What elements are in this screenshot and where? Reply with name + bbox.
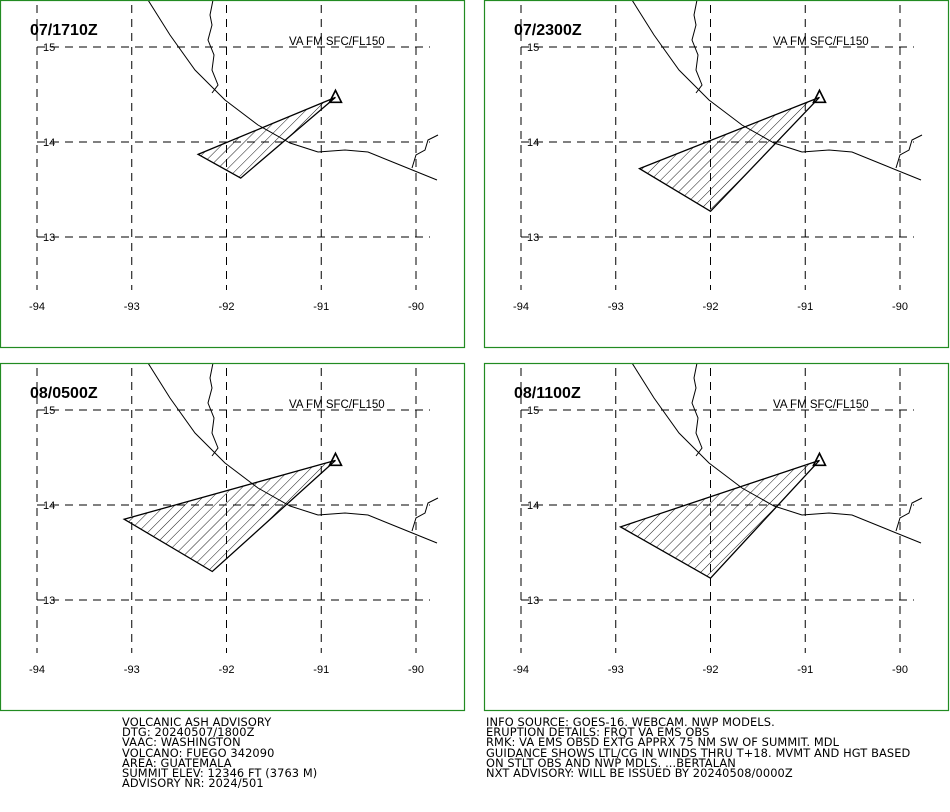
lon-tick-label: -90 — [892, 664, 908, 676]
advisory-line: VOLCANO: FUEGO 342090 — [122, 745, 275, 760]
lat-tick-label: 15 — [43, 405, 55, 417]
lat-tick-label: 13 — [527, 232, 539, 244]
advisory-line: GUIDANCE SHOWS LTL/CG IN WINDS THRU T+18… — [486, 745, 911, 760]
lat-tick-label: 14 — [43, 137, 55, 149]
border-line — [895, 134, 923, 169]
lon-tick-label: -91 — [797, 301, 813, 313]
map-panel-2: 15 14 13 -94 -93 -92 -91 -90 07/2300Z VA FM SFC/F… — [483, 0, 950, 349]
lon-tick-label: -94 — [513, 301, 529, 313]
advisory-line: ON STLT OBS AND NWP MDLS. ...BERTALAN — [486, 755, 736, 770]
border-line — [411, 497, 439, 532]
lat-tick-label: 15 — [527, 42, 539, 54]
advisory-line: AREA: GUATEMALA — [122, 755, 232, 770]
advisory-line: DTG: 20240507/1800Z — [122, 725, 255, 740]
advisory-info-right: INFO SOURCE: GOES-16. WEBCAM. NWP MODELS… — [486, 715, 911, 780]
lon-tick-label: -93 — [608, 664, 624, 676]
ash-cloud-polygon — [122, 459, 336, 573]
lon-tick-label: -94 — [29, 301, 45, 313]
flight-level-label: VA FM SFC/FL150 — [289, 36, 385, 48]
lon-tick-label: -92 — [703, 301, 719, 313]
border-line — [691, 1, 703, 94]
lon-tick-label: -94 — [29, 664, 45, 676]
lon-tick-label: -94 — [513, 664, 529, 676]
volcano-triangle-icon — [328, 88, 343, 104]
lat-tick-label: 14 — [527, 137, 539, 149]
lon-tick-label: -92 — [219, 301, 235, 313]
ash-cloud-polygon — [196, 96, 336, 179]
border-line — [691, 364, 703, 457]
lat-tick-label: 13 — [527, 595, 539, 607]
lat-tick-label: 14 — [43, 500, 55, 512]
flight-level-label: VA FM SFC/FL150 — [773, 36, 869, 48]
lat-tick-label: 14 — [527, 500, 539, 512]
forecast-time-label: 07/1710Z — [30, 22, 98, 39]
lon-tick-label: -93 — [124, 301, 140, 313]
forecast-time-label: 08/1100Z — [514, 385, 581, 402]
lat-tick-label: 13 — [43, 595, 55, 607]
advisory-line: ADVISORY NR: 2024/501 — [122, 776, 264, 791]
volcano-triangle-icon — [812, 451, 827, 467]
flight-level-label: VA FM SFC/FL150 — [289, 399, 385, 411]
coastline — [317, 149, 438, 181]
advisory-line: RMK: VA EMS OBSD EXTG APPRX 75 NM SW OF … — [486, 735, 840, 750]
volcano-triangle-icon — [328, 451, 343, 467]
coastline — [148, 1, 319, 153]
map-panel-3: 15 14 13 -94 -93 -92 -91 -90 08/0500Z VA FM SFC/F… — [0, 362, 466, 712]
coastline — [317, 512, 438, 544]
lon-tick-label: -91 — [313, 664, 329, 676]
lon-tick-label: -90 — [408, 301, 424, 313]
ash-cloud-polygon — [637, 96, 820, 213]
advisory-info-left: VOLCANIC ASH ADVISORY DTG: 20240507/1800Z… — [122, 715, 318, 791]
forecast-time-label: 07/2300Z — [514, 22, 582, 39]
coastline — [801, 512, 922, 544]
advisory-line: SUMMIT ELEV: 12346 FT (3763 M) — [122, 765, 318, 780]
lat-tick-label: 15 — [43, 42, 55, 54]
advisory-line: VOLCANIC ASH ADVISORY — [122, 715, 272, 729]
advisory-line: ERUPTION DETAILS: FRQT VA EMS OBS — [486, 725, 710, 740]
border-line — [895, 497, 923, 532]
lon-tick-label: -93 — [124, 664, 140, 676]
lat-tick-label: 13 — [43, 232, 55, 244]
map-panel-1: 15 14 13 -94 -93 -92 -91 -90 07/1710Z VA FM SFC/F… — [0, 0, 466, 349]
coastline — [148, 364, 319, 516]
lon-tick-label: -91 — [313, 301, 329, 313]
lon-tick-label: -90 — [892, 301, 908, 313]
ash-cloud-polygon — [618, 459, 820, 579]
border-line — [411, 134, 439, 169]
flight-level-label: VA FM SFC/FL150 — [773, 399, 869, 411]
lon-tick-label: -93 — [608, 301, 624, 313]
lon-tick-label: -90 — [408, 664, 424, 676]
lon-tick-label: -92 — [703, 664, 719, 676]
lon-tick-label: -92 — [219, 664, 235, 676]
forecast-time-label: 08/0500Z — [30, 385, 98, 402]
advisory-line: NXT ADVISORY: WILL BE ISSUED BY 20240508… — [486, 765, 793, 780]
lon-tick-label: -91 — [797, 664, 813, 676]
advisory-line: VAAC: WASHINGTON — [122, 735, 241, 750]
border-line — [207, 364, 219, 457]
coastline — [801, 149, 922, 181]
volcano-triangle-icon — [812, 88, 827, 104]
advisory-line: INFO SOURCE: GOES-16. WEBCAM. NWP MODELS… — [486, 715, 775, 729]
border-line — [207, 1, 219, 94]
lat-tick-label: 15 — [527, 405, 539, 417]
map-panel-4: 15 14 13 -94 -93 -92 -91 -90 08/1100Z VA FM SFC/F… — [483, 362, 950, 712]
